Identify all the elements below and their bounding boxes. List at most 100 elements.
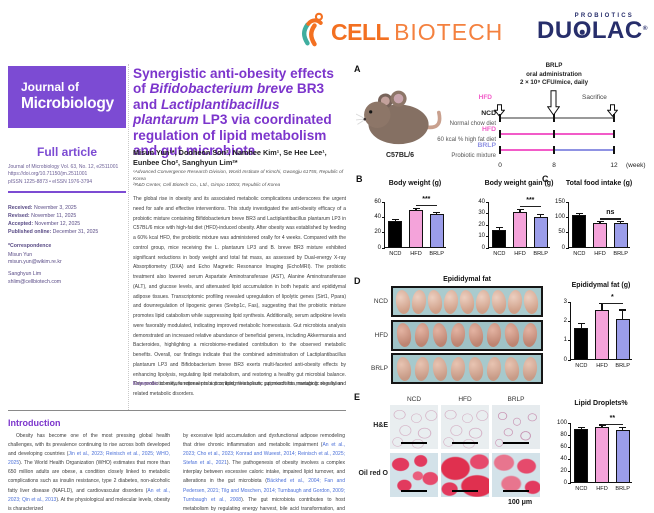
x-category-label: BRLP xyxy=(615,363,630,369)
y-tick-mark xyxy=(382,216,385,219)
epididymal-fat-photos: NCD HFD BRLP xyxy=(362,286,543,387)
correspondent-email: shlim@cellbiotech.com xyxy=(8,278,62,285)
introduction-heading: Introduction xyxy=(8,418,61,428)
x-category-label: HFD xyxy=(514,251,526,257)
y-tick-mark xyxy=(486,201,489,203)
y-tick-label: 40 xyxy=(374,213,381,220)
correspondents-block: Misun Yun misun.yun@wikim.re.kr Sanghyun L… xyxy=(8,252,130,291)
fat-pad xyxy=(467,355,485,382)
fat-photo-row: NCD xyxy=(362,286,543,317)
duolac-lac: LAC xyxy=(591,17,643,44)
intro-text: ). The World Health Organization (WHO) e… xyxy=(8,460,170,494)
cell-biotech-logo: CELL BIOTECH xyxy=(296,12,503,53)
chart-plot: 0 10 20 30 40 NCD HFD BRLP *** xyxy=(478,197,550,257)
fat-pad xyxy=(521,322,539,348)
panel-c-label: C xyxy=(542,174,549,184)
x-category-label: NCD xyxy=(575,363,588,369)
timeline-tick xyxy=(612,146,616,154)
fat-pad xyxy=(395,355,413,382)
significance-label: * xyxy=(610,294,614,301)
y-tick-label: 40 xyxy=(478,198,485,205)
fat-pad xyxy=(485,322,503,348)
error-bar-cap xyxy=(433,211,441,213)
diet-line-segment xyxy=(554,133,614,136)
timeline-tick xyxy=(498,114,502,122)
error-bar-cap xyxy=(391,218,399,220)
journal-logo-box: Journal of Microbiology xyxy=(8,66,126,128)
citation-ref: Bäckhed et al., 2004; Fan and Pedersen, … xyxy=(183,478,345,503)
error-bar-stem xyxy=(498,228,500,231)
group-sublabel: Normal chow diet xyxy=(449,121,496,127)
chart-plot: 0 20 40 60 NCD HFD BRLP *** xyxy=(374,196,446,257)
affiliation-line: ²R&D Center, Cell Biotech Co., Ltd., Gim… xyxy=(133,183,281,189)
y-tick-mark xyxy=(566,201,569,203)
affiliations-block: ¹Advanced Convergence Research Division,… xyxy=(133,170,346,190)
group-label: BRLP xyxy=(477,142,496,149)
y-tick-label: 80 xyxy=(560,431,567,438)
error-bar-cap xyxy=(575,212,583,214)
y-tick-mark xyxy=(566,216,569,219)
error-bar-cap xyxy=(577,322,585,324)
bar xyxy=(615,319,630,359)
error-bar-stem xyxy=(601,304,603,310)
fat-pad xyxy=(449,355,467,382)
fat-pad xyxy=(474,288,492,315)
fat-pad xyxy=(467,322,485,348)
sacrifice-label: Sacrifice xyxy=(582,94,607,101)
timeline-tick xyxy=(612,130,616,138)
y-tick-mark xyxy=(568,320,571,323)
bar xyxy=(429,214,444,247)
date-line: Published online: December 31, 2025 xyxy=(8,229,99,235)
significance-label: ** xyxy=(609,415,616,422)
mouse-strain-label: C57BL/6 xyxy=(385,152,414,159)
keywords-label: Keywords: xyxy=(133,381,160,387)
keywords-text: obesity, functional probiotics, lipid me… xyxy=(159,381,343,387)
y-tick-mark xyxy=(566,232,569,234)
scale-bar-label: 100 μm xyxy=(508,499,533,506)
error-bar-cap xyxy=(412,207,420,210)
x-category-label: BRLP xyxy=(615,486,630,492)
title-segment: BR3 and xyxy=(133,81,325,112)
y-tick-mark xyxy=(486,224,489,226)
chart-title: Epididymal fat (g) xyxy=(571,282,631,289)
fat-row-label: BRLP xyxy=(371,365,388,372)
date-line: Accepted: November 12, 2025 xyxy=(8,221,81,227)
scale-bar xyxy=(503,489,529,492)
bar xyxy=(574,429,589,482)
error-bar-stem xyxy=(394,219,396,221)
chart-title: Body weight (g) xyxy=(388,180,442,187)
date-label: Accepted: xyxy=(8,221,34,227)
significance-line xyxy=(602,424,623,426)
fat-pad xyxy=(522,288,540,315)
citation-block: Journal of Microbiology Vol. 63, No. 12,… xyxy=(8,164,130,186)
fat-pad xyxy=(503,322,521,348)
affiliation-line: ¹Advanced Convergence Research Division,… xyxy=(133,170,344,182)
error-bar-cap xyxy=(495,226,503,229)
diet-line-segment xyxy=(554,117,614,120)
panel-b-label: B xyxy=(356,174,363,184)
administration-arrow-icon xyxy=(547,90,560,116)
bar xyxy=(595,426,609,482)
timeline-tick xyxy=(498,130,502,138)
error-bar-stem xyxy=(578,213,580,215)
error-bar-stem xyxy=(599,222,601,224)
y-tick-mark xyxy=(486,213,489,215)
citation-ref: An et al., 2023; Qin et al., 2013 xyxy=(8,487,170,503)
y-tick-label: 20 xyxy=(478,221,485,228)
fat-pad xyxy=(431,322,449,348)
oil-red-o-image xyxy=(390,453,438,497)
fat-row-label: NCD xyxy=(373,298,388,305)
duolac-logo: PROBIOTICS DUOLAC® xyxy=(516,13,648,43)
error-bar-stem xyxy=(601,425,603,427)
y-tick-label: 1 xyxy=(563,337,567,344)
y-tick-label: 20 xyxy=(560,467,567,474)
fat-pad xyxy=(490,288,508,315)
intro-text: ). At the physiological and molecular le… xyxy=(8,496,171,512)
hfd-start-label: HFD xyxy=(478,94,492,101)
x-category-label: BRLP xyxy=(429,251,444,257)
week-number: 12 xyxy=(610,162,618,169)
y-tick-mark xyxy=(568,422,571,424)
fat-pad xyxy=(413,322,431,348)
fat-pad xyxy=(449,322,467,348)
y-tick-mark xyxy=(568,470,571,472)
